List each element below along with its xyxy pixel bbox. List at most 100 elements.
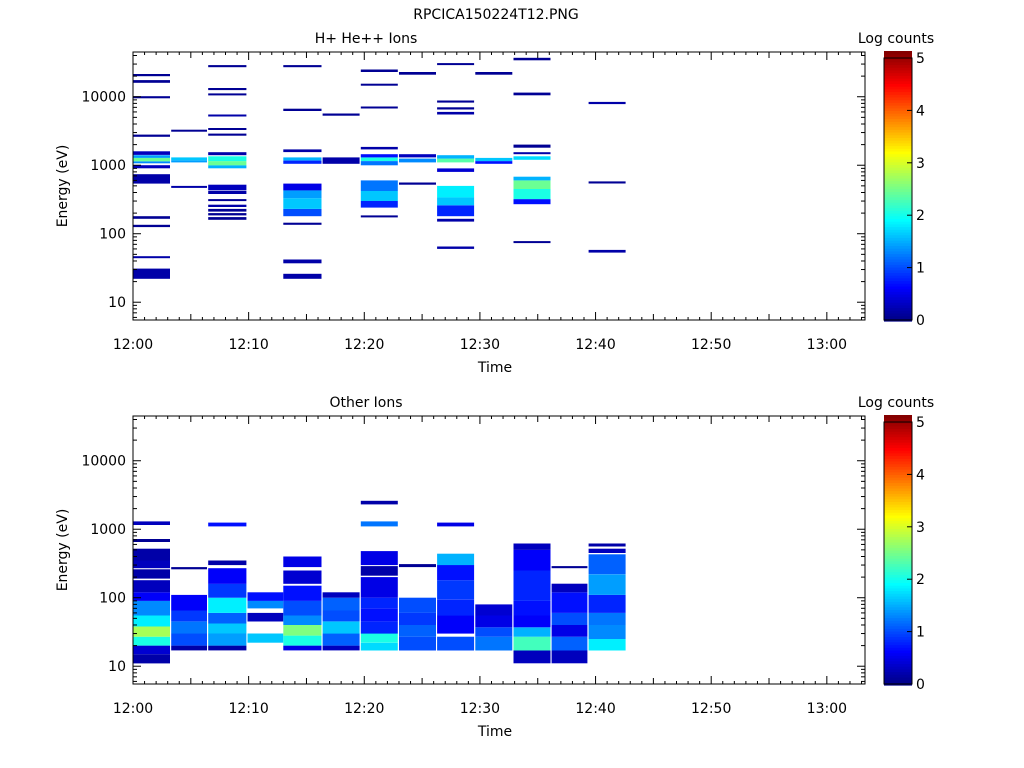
colorbar-segment — [884, 595, 912, 600]
heatmap-cell — [208, 645, 247, 651]
colorbar-segment — [884, 433, 912, 438]
heatmap-cell — [437, 100, 475, 103]
colorbar-segment — [884, 509, 912, 513]
heatmap-cell — [208, 133, 247, 136]
colorbar-segment — [884, 652, 912, 656]
colorbar-segment — [884, 466, 912, 470]
colorbar-segment — [884, 609, 912, 613]
colorbar-segment — [884, 496, 912, 500]
colorbar-segment — [884, 571, 912, 575]
colorbar-segment — [884, 96, 912, 101]
colorbar-segment — [884, 269, 912, 273]
heatmap-cell — [360, 154, 398, 158]
heatmap-cell — [360, 215, 398, 218]
heatmap-cell — [513, 156, 551, 160]
heatmap-cell — [437, 599, 475, 616]
colorbar-segment — [884, 644, 912, 648]
heatmap-cell — [551, 625, 588, 637]
heatmap-cell — [133, 224, 170, 228]
colorbar-segment — [884, 218, 912, 222]
heatmap-cell — [360, 521, 398, 527]
colorbar-segment — [884, 191, 912, 195]
colorbar-segment — [884, 250, 912, 255]
colorbar-segment — [884, 547, 912, 551]
colorbar-segment — [884, 471, 912, 475]
heatmap-cell — [133, 560, 170, 569]
colorbar-segment — [884, 423, 912, 427]
colorbar-segment — [884, 240, 912, 244]
colorbar-segment — [884, 213, 912, 217]
heatmap-cell — [208, 522, 247, 527]
colorbar-segment — [884, 310, 912, 314]
heatmap-cell — [247, 612, 284, 622]
colorbar-segment — [884, 601, 912, 605]
colorbar-segment — [884, 102, 912, 106]
x-tick-label: 12:20 — [344, 701, 384, 717]
heatmap-cell — [208, 184, 247, 191]
heatmap-cell — [208, 93, 247, 96]
y-axis-label: Energy (eV) — [55, 509, 71, 592]
colorbar-segment — [884, 541, 912, 546]
colorbar-segment — [884, 231, 912, 236]
colorbar-segment — [884, 585, 912, 589]
x-tick-label: 12:40 — [575, 701, 615, 717]
heatmap-cell — [360, 642, 398, 651]
colorbar-segment — [884, 493, 912, 497]
colorbar-segment — [884, 315, 912, 319]
colorbar-segment — [884, 186, 912, 190]
colorbar-segment — [884, 450, 912, 454]
colorbar-segment — [884, 566, 912, 570]
x-axis-label: Time — [477, 360, 512, 376]
colorbar-tick-label: 3 — [916, 520, 925, 536]
colorbar-segment — [884, 207, 912, 211]
colorbar-segment — [884, 167, 912, 171]
y-tick-label: 10 — [108, 295, 126, 311]
colorbar-segment — [884, 118, 912, 122]
colorbar-segment — [884, 620, 912, 624]
colorbar-segment — [884, 617, 912, 621]
colorbar-segment — [884, 439, 912, 443]
colorbar-segment — [884, 258, 912, 263]
colorbar-segment — [884, 479, 912, 484]
colorbar-label: Log counts — [858, 31, 934, 47]
heatmap-cell — [437, 63, 475, 66]
colorbar-segment — [884, 558, 912, 562]
heatmap-cell — [322, 621, 360, 634]
heatmap-cell — [208, 65, 247, 68]
heatmap-cell — [360, 201, 398, 208]
colorbar-segment — [884, 415, 912, 419]
heatmap-cell — [360, 500, 398, 505]
colorbar-segment — [884, 417, 912, 421]
colorbar-segment — [884, 649, 912, 654]
x-tick-label: 12:50 — [691, 337, 731, 353]
colorbar-segment — [884, 676, 912, 681]
x-tick-label: 12:10 — [228, 337, 268, 353]
heatmap-cell — [208, 568, 247, 584]
colorbar-segment — [884, 245, 912, 249]
y-tick-label: 100 — [99, 591, 126, 607]
colorbar-segment — [884, 78, 912, 82]
heatmap-cell — [513, 176, 551, 181]
heatmap-cell — [133, 151, 170, 155]
colorbar-segment — [884, 64, 912, 68]
heatmap-cell — [283, 645, 322, 651]
colorbar-segment — [884, 498, 912, 502]
colorbar-segment — [884, 531, 912, 535]
x-tick-label: 12:50 — [691, 701, 731, 717]
heatmap-cell — [513, 627, 551, 637]
colorbar-segment — [884, 625, 912, 629]
colorbar-segment — [884, 91, 912, 95]
heatmap-cell — [171, 594, 207, 611]
heatmap-cell — [283, 625, 322, 636]
colorbar-segment — [884, 671, 912, 675]
colorbar-segment — [884, 242, 912, 246]
heatmap-cell — [475, 157, 513, 162]
heatmap-cell — [133, 539, 170, 542]
colorbar-segment — [884, 514, 912, 519]
heatmap-cell — [283, 556, 322, 568]
colorbar-segment — [884, 277, 912, 282]
heatmap-cell — [588, 639, 626, 651]
heatmap-cell — [171, 633, 207, 646]
